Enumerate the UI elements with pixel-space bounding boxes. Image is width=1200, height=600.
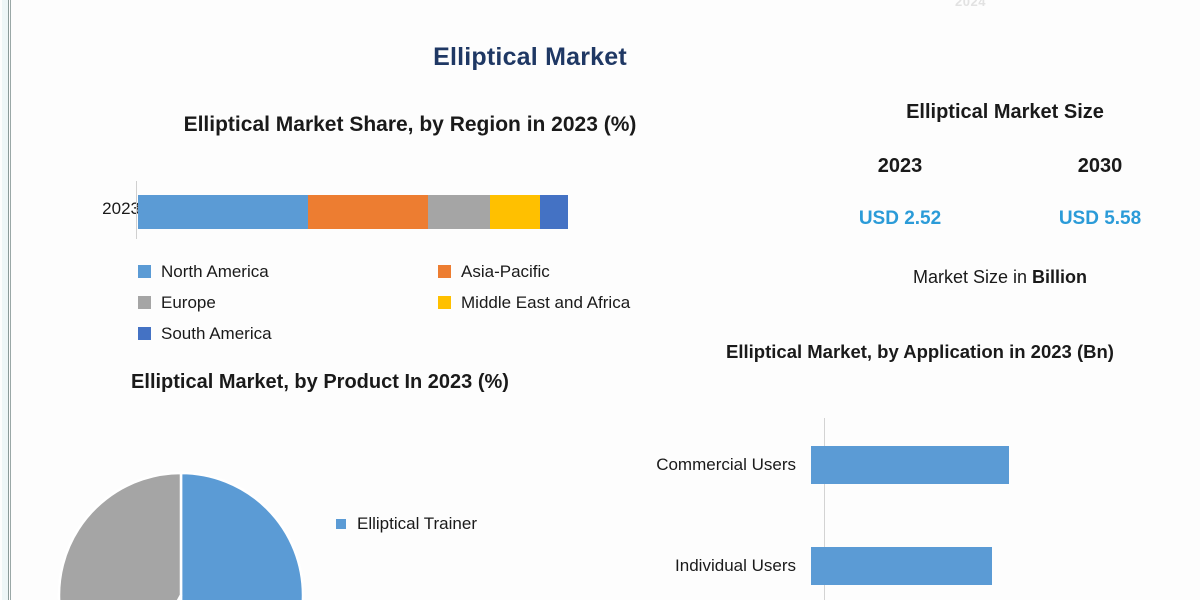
pie-slice-others (57, 471, 183, 600)
application-axis-line (824, 418, 825, 600)
region-legend: North America Asia-Pacific Europe Middle Ea… (138, 256, 738, 349)
region-legend-item: South America (138, 318, 438, 349)
market-size-year-2030: 2030 (1077, 155, 1123, 177)
clipped-top-text: 2024 (955, 0, 1075, 6)
region-legend-item: Asia-Pacific (438, 256, 738, 287)
legend-swatch-icon (138, 327, 151, 340)
application-bar-commercial-users (811, 446, 1010, 484)
product-legend-item: Cross Trainer (336, 566, 586, 600)
region-legend-label: Middle East and Africa (461, 292, 631, 312)
region-category-label: 2023 (102, 199, 140, 218)
region-legend-item: North America (138, 256, 438, 287)
region-chart-title: Elliptical Market Share, by Region in 20… (183, 113, 637, 136)
legend-swatch-icon (336, 519, 346, 529)
region-legend-label: South America (161, 323, 272, 343)
application-category-label: Individual Users (675, 556, 796, 575)
product-legend-label: Elliptical Trainer (357, 514, 477, 533)
product-legend-item: Elliptical Trainer (336, 482, 586, 566)
page-edge-tint (2, 0, 8, 600)
market-size-value-2023: USD 2.52 (858, 208, 942, 229)
legend-swatch-icon (138, 296, 151, 309)
region-segment-south-america (539, 195, 568, 229)
application-bar-row: Commercial Users (600, 445, 1200, 485)
product-legend-label: Cross Trainer (357, 598, 459, 600)
region-legend-item: Europe (138, 287, 438, 318)
market-size-value-row: USD 2.52 USD 5.58 (800, 208, 1200, 230)
page-edge-rule-outer (8, 0, 9, 600)
market-size-panel: 2023 2030 USD 2.52 USD 5.58 Market Size … (800, 145, 1200, 305)
region-legend-label: North America (161, 261, 269, 281)
product-pie-svg (57, 471, 305, 600)
region-stacked-bar (138, 195, 568, 229)
page-title: Elliptical Market (433, 43, 627, 71)
market-size-year-row: 2023 2030 (800, 155, 1200, 178)
product-pie-chart (40, 432, 340, 600)
region-legend-item: Middle East and Africa (438, 287, 738, 318)
application-bar-row: Individual Users (600, 546, 1200, 586)
region-segment-north-america (138, 195, 308, 229)
region-legend-label: Asia-Pacific (461, 261, 550, 281)
application-category-label: Commercial Users (656, 455, 796, 474)
region-legend-label: Europe (161, 292, 216, 312)
page-edge-rule-inner (10, 0, 11, 600)
market-size-unit-prefix: Market Size in (912, 267, 1033, 287)
product-legend: Elliptical Trainer Cross Trainer (336, 482, 586, 600)
legend-swatch-icon (138, 265, 151, 278)
market-size-value-2030: USD 5.58 (1058, 208, 1142, 229)
region-segment-europe (427, 195, 490, 229)
region-segment-asia-pacific (307, 195, 428, 229)
application-bar-chart: Commercial Users Individual Users (600, 415, 1200, 600)
application-bar-individual-users (811, 547, 993, 585)
market-size-year-2023: 2023 (877, 155, 923, 177)
legend-swatch-icon (438, 296, 451, 309)
product-chart-title: Elliptical Market, by Product In 2023 (%… (131, 371, 509, 393)
market-size-unit-bold: Billion (1032, 267, 1088, 287)
region-segment-middle-east-and-africa (489, 195, 540, 229)
application-chart-title: Elliptical Market, by Application in 202… (726, 341, 1114, 362)
market-size-unit-note: Market Size in Billion (800, 267, 1200, 288)
legend-swatch-icon (438, 265, 451, 278)
region-stacked-bar-chart: 2023 (40, 175, 740, 245)
region-axis-line (136, 181, 137, 239)
pie-slice-elliptical-trainer (179, 471, 305, 600)
market-size-title: Elliptical Market Size (906, 101, 1104, 123)
